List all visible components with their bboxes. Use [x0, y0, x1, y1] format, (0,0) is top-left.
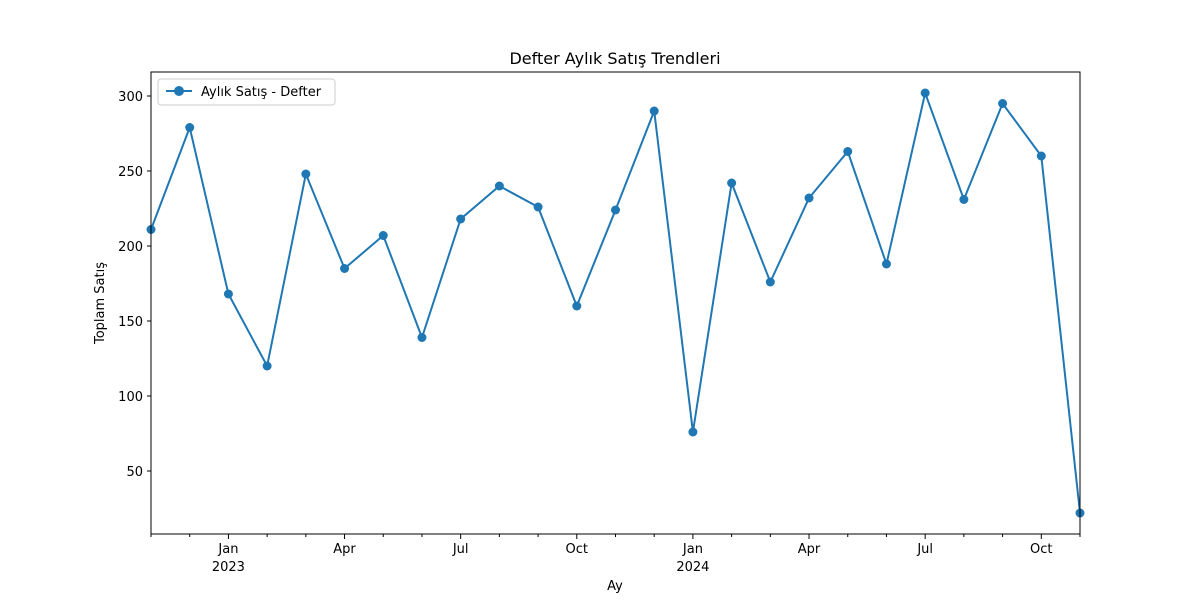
data-point [843, 147, 853, 156]
data-point [417, 333, 427, 342]
data-point [378, 231, 388, 240]
data-point [765, 277, 775, 287]
x-tick-label: Jan [682, 542, 703, 557]
x-tick-label: Apr [333, 542, 356, 557]
x-tick-label: Oct [1030, 542, 1052, 557]
chart-title: Defter Aylık Satış Trendleri [509, 49, 720, 68]
x-axis-label: Ay [607, 579, 623, 594]
data-point [533, 202, 543, 212]
x-tick-year-label: 2024 [676, 560, 709, 575]
y-tick-label: 250 [118, 165, 143, 180]
legend: Aylık Satış - Defter [157, 78, 336, 106]
data-point [301, 169, 311, 179]
x-tick-label: Oct [566, 542, 588, 557]
x-tick-label: Apr [798, 542, 821, 557]
y-tick-label: 100 [118, 390, 143, 405]
data-point [649, 106, 659, 116]
x-tick-label: Jul [452, 542, 469, 557]
data-point [185, 123, 195, 132]
data-point [572, 301, 582, 311]
x-tick-label: Jan [217, 542, 238, 557]
data-point [262, 361, 272, 371]
legend-box [157, 78, 336, 106]
y-tick-label: 50 [126, 465, 143, 480]
y-axis: 50 100 150 200 250 300 [118, 90, 151, 480]
plot-area [146, 88, 1085, 518]
y-axis-label: Toplam Satış [93, 262, 108, 345]
data-point [611, 205, 620, 215]
data-point [223, 289, 233, 299]
y-tick-label: 150 [118, 315, 143, 330]
data-point [494, 181, 504, 191]
data-point [1036, 151, 1046, 161]
x-tick-year-label: 2023 [212, 560, 245, 575]
x-axis: Jan 2023 Apr Jul Oct Jan 2024 Apr Jul Oct [150, 534, 1081, 575]
data-point [804, 193, 814, 203]
data-point [920, 88, 930, 98]
data-point [959, 195, 969, 204]
legend-marker-swatch [174, 86, 184, 96]
data-point [688, 427, 698, 437]
x-tick-label: Jul [916, 542, 933, 557]
y-tick-label: 300 [118, 90, 143, 105]
y-tick-label: 200 [118, 240, 143, 255]
legend-label: Aylık Satış - Defter [201, 85, 322, 100]
data-point [456, 214, 466, 224]
data-point [881, 259, 891, 269]
data-point [998, 99, 1008, 108]
data-point [727, 178, 737, 188]
data-point [340, 264, 350, 273]
